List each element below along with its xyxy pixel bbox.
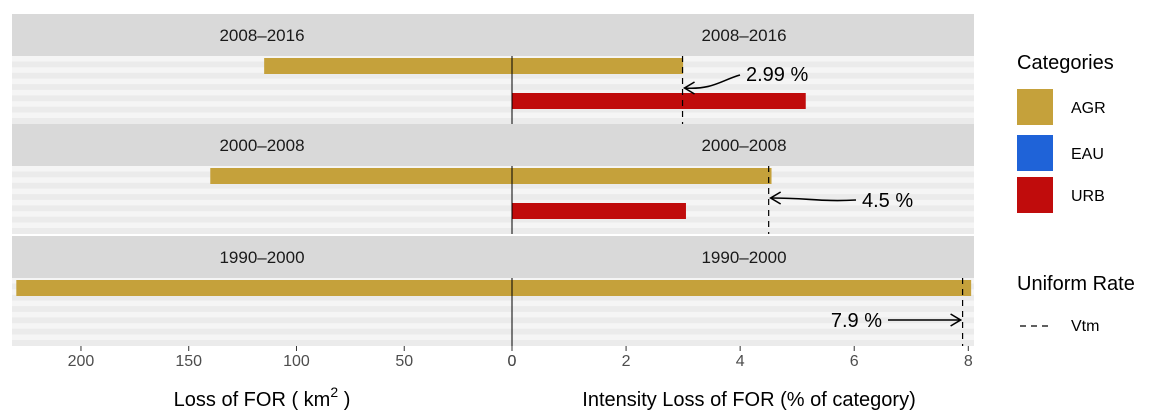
panel-band [12, 211, 974, 217]
panel-band [12, 323, 974, 329]
panel-strip [12, 14, 974, 56]
strip-label-right: 2000–2008 [701, 136, 786, 155]
left-axis-tick-label: 100 [283, 353, 310, 370]
annotation-arrow [770, 197, 857, 202]
panel-band [12, 311, 974, 318]
panel-1: 2008–2016 2008–2016 2.99 % [12, 14, 974, 124]
panel-band [12, 334, 974, 340]
legend-title: Categories [1017, 52, 1114, 74]
panel-band [12, 188, 974, 195]
panel-2: 2000–2008 2000–2008 4.5 % [12, 124, 974, 234]
right-axis-tick-label: 0 [508, 353, 517, 370]
annotation-arrowhead [769, 191, 782, 205]
right-axis-tick-label: 4 [736, 353, 745, 370]
legend-label-eau: EAU [1071, 146, 1104, 163]
uniform-rate-annotation: 2.99 % [746, 64, 808, 86]
legend-label-agr: AGR [1071, 100, 1106, 117]
annotation-arrowhead [950, 313, 963, 327]
right-axis-title: Intensity Loss of FOR (% of category) [582, 389, 915, 411]
left-axis-title: Loss of FOR ( km2 ) [174, 384, 351, 411]
panel-band [12, 300, 974, 307]
bar-intensity-urb [512, 93, 806, 109]
annotation-arrow [684, 74, 741, 90]
panel-band [12, 199, 974, 206]
bar-intensity-agr [512, 58, 684, 74]
strip-label-right: 1990–2000 [701, 248, 786, 267]
annotation-arrowhead [682, 81, 695, 95]
bar-loss-agr [264, 58, 512, 74]
legend-key-eau [1017, 135, 1053, 171]
strip-label-left: 2008–2016 [219, 26, 304, 45]
panel-band [12, 222, 974, 228]
uniform-rate-annotation: 4.5 % [862, 190, 913, 212]
legend-key-urb [1017, 177, 1053, 213]
panel-band [12, 78, 974, 85]
bar-loss-agr [16, 280, 513, 296]
left-axis-tick-label: 200 [68, 353, 95, 370]
panel-strip [12, 124, 974, 166]
bar-intensity-agr [512, 280, 972, 296]
left-axis-tick-label: 0 [508, 353, 517, 370]
bar-intensity-urb [512, 203, 686, 219]
axes: 200 150 100 50 00 2 4 6 8 [68, 346, 973, 370]
left-axis-tick-label: 150 [175, 353, 202, 370]
panel-band [12, 101, 974, 107]
strip-label-right: 2008–2016 [701, 26, 786, 45]
strip-label-left: 1990–2000 [219, 248, 304, 267]
legend-rate-title: Uniform Rate [1017, 273, 1135, 295]
panel-3: 1990–2000 1990–2000 7.9 % [12, 236, 974, 346]
bar-intensity-agr [512, 168, 772, 184]
legend: Categories AGR EAU URB Uniform Rate Vtm [1017, 52, 1135, 335]
right-axis-tick-label: 6 [850, 353, 859, 370]
panel-strip [12, 236, 974, 278]
right-axis-tick-label: 8 [964, 353, 973, 370]
legend-key-agr [1017, 89, 1053, 125]
panel-band [12, 89, 974, 96]
legend-rate-label: Vtm [1071, 318, 1099, 335]
left-axis-tick-label: 50 [395, 353, 413, 370]
uniform-rate-annotation: 7.9 % [831, 310, 882, 332]
right-axis-tick-label: 2 [622, 353, 631, 370]
legend-label-urb: URB [1071, 188, 1105, 205]
strip-label-left: 2000–2008 [219, 136, 304, 155]
bar-loss-agr [210, 168, 512, 184]
panel-band [12, 112, 974, 118]
